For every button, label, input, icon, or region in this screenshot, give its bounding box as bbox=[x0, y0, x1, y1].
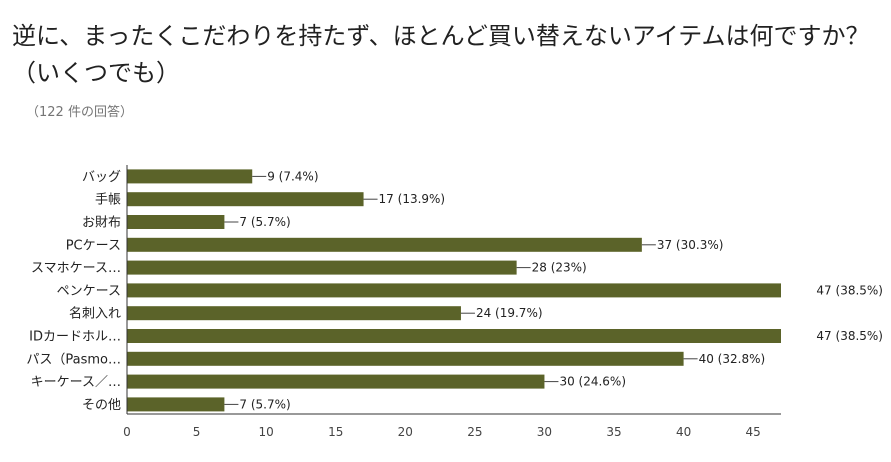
data-label: 9 (7.4%) bbox=[267, 169, 318, 183]
data-label: 47 (38.5%) bbox=[816, 329, 883, 343]
bar bbox=[127, 283, 781, 298]
bar bbox=[127, 169, 253, 184]
x-tick-label: 45 bbox=[746, 425, 761, 439]
data-label: 37 (30.3%) bbox=[657, 238, 724, 252]
x-tick-label: 0 bbox=[123, 425, 131, 439]
data-label: 7 (5.7%) bbox=[239, 397, 290, 411]
x-tick-label: 40 bbox=[676, 425, 691, 439]
x-tick-label: 5 bbox=[193, 425, 201, 439]
category-label: IDカードホル… bbox=[29, 330, 121, 345]
bar bbox=[127, 215, 225, 229]
x-tick-label: 15 bbox=[328, 425, 343, 439]
bar bbox=[127, 397, 225, 412]
category-label: ペンケース bbox=[57, 284, 121, 299]
category-label: その他 bbox=[82, 398, 121, 413]
bar bbox=[127, 237, 642, 252]
bar bbox=[127, 351, 684, 366]
data-label: 17 (13.9%) bbox=[379, 192, 446, 206]
bar bbox=[127, 260, 517, 275]
category-label: スマホケース… bbox=[31, 261, 121, 276]
x-tick-label: 10 bbox=[259, 425, 274, 439]
x-tick-label: 25 bbox=[467, 425, 482, 439]
category-label: キーケース／… bbox=[31, 375, 121, 390]
response-count: （122 件の回答） bbox=[26, 105, 133, 120]
data-label: 24 (19.7%) bbox=[476, 306, 543, 320]
x-tick-label: 20 bbox=[398, 425, 413, 439]
data-label: 40 (32.8%) bbox=[699, 352, 766, 366]
x-tick-label: 30 bbox=[537, 425, 552, 439]
category-label: お財布 bbox=[82, 216, 121, 231]
data-label: 47 (38.5%) bbox=[816, 283, 883, 297]
bar bbox=[127, 192, 364, 207]
category-label: パス（Pasmo… bbox=[26, 352, 121, 367]
data-label: 28 (23%) bbox=[532, 261, 587, 275]
bar bbox=[127, 306, 461, 321]
bar bbox=[127, 374, 545, 389]
category-label: バッグ bbox=[82, 170, 121, 185]
data-label: 30 (24.6%) bbox=[559, 375, 626, 389]
category-label: 名刺入れ bbox=[69, 306, 121, 322]
bar bbox=[127, 329, 781, 343]
data-label: 7 (5.7%) bbox=[239, 215, 290, 229]
chart-title: 逆に、まったくこだわりを持たず、ほとんど買い替えないアイテムは何ですか？（いくつ… bbox=[12, 22, 870, 87]
category-label: PCケース bbox=[66, 238, 121, 253]
x-tick-label: 35 bbox=[606, 425, 621, 439]
category-label: 手帳 bbox=[95, 193, 121, 208]
